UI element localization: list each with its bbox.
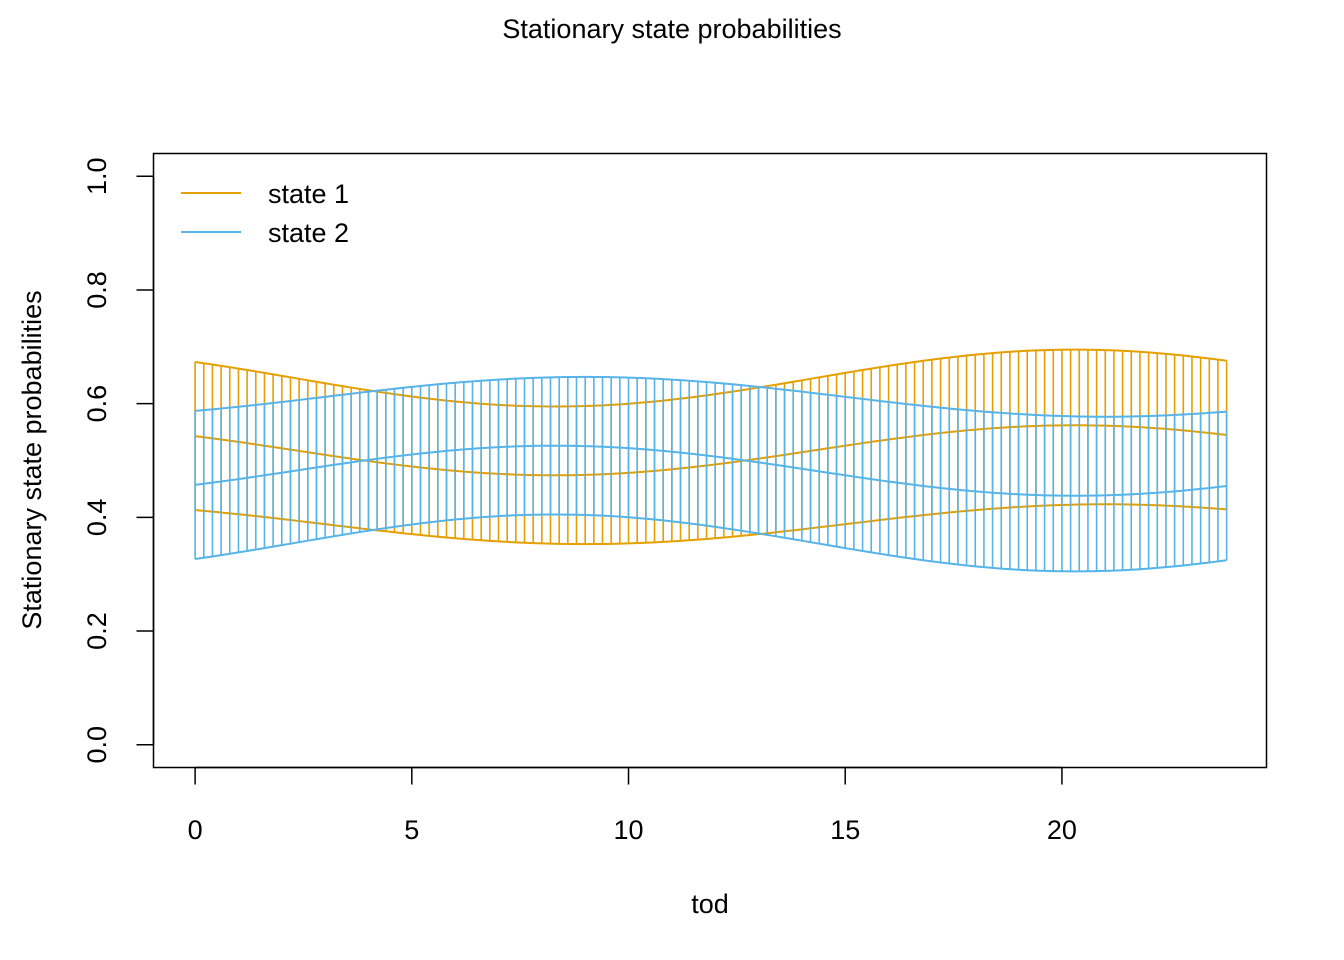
series-2-upper-line <box>195 375 1227 418</box>
x-tick-label: 0 <box>188 815 203 845</box>
y-tick-label: 0.6 <box>82 385 112 423</box>
x-axis-label: tod <box>691 889 729 919</box>
series-2-lower-line <box>194 513 1227 573</box>
series-2 <box>194 375 1228 573</box>
chart-title: Stationary state probabilities <box>502 14 841 44</box>
series-1-lower-line <box>195 503 1227 546</box>
plot-area <box>194 348 1228 573</box>
legend: state 1 state 2 <box>181 179 349 248</box>
x-tick-label: 20 <box>1047 815 1077 845</box>
y-tick-label: 1.0 <box>82 157 112 195</box>
y-axis-label: Stationary state probabilities <box>17 290 47 629</box>
y-tick-label: 0.8 <box>82 271 112 309</box>
series-1 <box>194 348 1228 546</box>
series-2-mean-line <box>194 444 1227 497</box>
x-tick-label: 10 <box>613 815 643 845</box>
series-1-upper-line <box>194 348 1227 408</box>
y-axis: 0.0 0.2 0.4 0.6 0.8 1.0 <box>82 157 155 764</box>
legend-label-2: state 2 <box>268 218 349 248</box>
y-tick-label: 0.0 <box>82 726 112 764</box>
y-tick-label: 0.4 <box>82 499 112 537</box>
y-tick-label: 0.2 <box>82 612 112 650</box>
x-axis: 0 5 10 15 20 <box>188 766 1077 845</box>
legend-label-1: state 1 <box>268 179 349 209</box>
x-tick-label: 5 <box>404 815 419 845</box>
series-1-mean-line <box>194 424 1227 477</box>
x-tick-label: 15 <box>830 815 860 845</box>
